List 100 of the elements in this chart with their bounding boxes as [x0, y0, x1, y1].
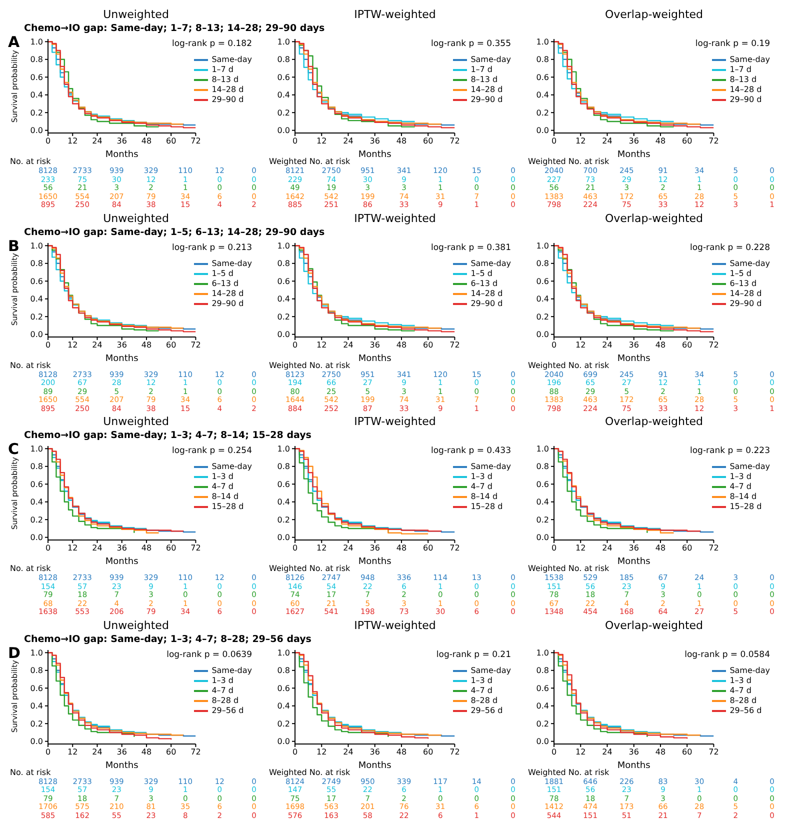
chart-title: IPTW-weighted	[353, 212, 437, 226]
x-tick-label: 60	[422, 136, 434, 146]
x-tick-label: 48	[655, 340, 666, 350]
y-tick-label: 0.0	[536, 533, 549, 542]
legend-label: Same-day	[470, 462, 511, 472]
y-tick-label: 0.4	[30, 498, 43, 507]
x-tick-label: 12	[68, 340, 78, 350]
legend-label: 14–28 d	[212, 85, 244, 95]
x-tick-label: 72	[708, 136, 719, 146]
y-tick-label: 0.6	[536, 480, 549, 489]
legend-label: 1–5 d	[470, 268, 493, 278]
y-tick-label: 0.4	[277, 498, 290, 507]
x-tick-label: 24	[602, 747, 612, 756]
legend-label: Same-day	[730, 462, 770, 472]
legend-label: 4–7 d	[470, 482, 493, 492]
x-tick-label: 60	[422, 747, 434, 756]
legend-label: 4–7 d	[730, 482, 752, 492]
y-tick-label: 0.6	[30, 276, 43, 286]
x-tick-label: 60	[682, 747, 692, 756]
y-tick-label: 0.6	[277, 683, 290, 692]
x-tick-label: 72	[190, 136, 201, 146]
y-tick-label: 0.2	[30, 718, 43, 728]
x-tick-label: 24	[602, 544, 612, 553]
x-tick-label: 48	[396, 747, 407, 756]
legend-label: 6–13 d	[470, 278, 498, 288]
text: B	[8, 236, 20, 254]
y-tick-label: 0.0	[30, 736, 43, 746]
x-tick-label: 72	[450, 136, 460, 146]
annotation: log-rank p = 0.19	[695, 39, 770, 49]
legend-label: 8–13 d	[212, 75, 239, 85]
x-tick-label: 48	[655, 136, 666, 146]
y-tick-label: 0.6	[277, 480, 290, 489]
text: Weighted No. at risk	[528, 768, 610, 776]
x-tick-label: 72	[450, 747, 460, 756]
chart-title: Unweighted	[102, 8, 170, 22]
chart-title: Overlap-weighted	[604, 415, 704, 429]
y-tick-label: 0.0	[277, 533, 290, 542]
y-tick-label: 0.6	[277, 276, 290, 286]
y-tick-label: 0.6	[30, 480, 43, 489]
x-tick-label: 24	[92, 544, 102, 553]
x-tick-label: 48	[396, 340, 407, 350]
x-tick-label: 72	[190, 544, 201, 553]
chart-subtitle: Chemo→IO gap: Same-day; 1–3; 4–7; 8–14; 15–28 days	[24, 430, 312, 441]
legend-label: 8–14 d	[212, 492, 239, 502]
text: Weighted No. at risk	[269, 768, 350, 776]
legend-label: Same-day	[730, 55, 770, 65]
chart-subtitle: Chemo→IO gap: Same-day; 1–5; 6–13; 14–28; 29–90 days	[24, 226, 325, 238]
y-tick-label: 0.4	[30, 90, 43, 100]
y-tick-label: 0.2	[536, 515, 549, 524]
x-axis-title: Months	[617, 557, 651, 567]
x-tick-label: 0	[45, 340, 51, 350]
chart-title: Unweighted	[102, 212, 170, 226]
y-tick-label: 0.0	[536, 126, 549, 136]
y-tick-label: 0.4	[277, 90, 290, 100]
y-tick-label: 0.0	[277, 330, 290, 339]
y-tick-label: 0.2	[536, 718, 549, 728]
chart-title: Overlap-weighted	[604, 212, 704, 226]
legend-label: 8–28 d	[212, 696, 239, 706]
legend-label: Same-day	[212, 666, 252, 676]
x-tick-label: 60	[422, 340, 434, 350]
text: No. at risk	[10, 360, 51, 370]
text: Weighted No. at risk	[528, 157, 610, 166]
y-tick-label: 1.0	[277, 241, 290, 250]
x-tick-label: 60	[166, 544, 176, 553]
annotation: log-rank p = 0.381	[431, 242, 511, 252]
annotation: log-rank p = 0.213	[172, 242, 252, 252]
x-tick-label: 60	[166, 747, 176, 756]
y-tick-label: 0.0	[277, 736, 290, 746]
text: Weighted No. at risk	[269, 157, 350, 166]
x-axis-title: Months	[617, 760, 651, 770]
x-tick-label: 48	[141, 136, 152, 146]
x-tick-label: 12	[316, 544, 327, 553]
y-tick-label: 0.4	[536, 701, 549, 710]
legend-label: Same-day	[212, 462, 252, 472]
x-tick-label: 60	[166, 340, 176, 350]
y-tick-label: 0.8	[30, 666, 43, 675]
y-tick-label: 1.0	[536, 444, 549, 454]
y-tick-label: 0.4	[536, 90, 549, 100]
x-tick-label: 24	[92, 340, 102, 350]
legend-label: Same-day	[730, 258, 770, 268]
y-tick-label: 1.0	[277, 38, 290, 46]
annotation: log-rank p = 0.433	[431, 446, 511, 456]
x-tick-label: 0	[45, 544, 51, 553]
y-tick-label: 1.0	[277, 444, 290, 454]
x-tick-label: 60	[422, 544, 434, 553]
legend-label: Same-day	[212, 258, 252, 268]
y-tick-label: 0.4	[277, 294, 290, 304]
y-tick-label: 0.4	[30, 294, 43, 304]
text: A	[8, 33, 20, 51]
x-tick-label: 12	[68, 544, 78, 553]
legend-label: 8–13 d	[730, 75, 757, 85]
x-tick-label: 24	[92, 136, 102, 146]
legend-label: 15–28 d	[730, 502, 762, 512]
x-axis-title: Months	[105, 354, 139, 364]
legend-label: 1–7 d	[470, 65, 493, 75]
legend-label: 1–3 d	[730, 472, 752, 482]
x-tick-label: 24	[602, 340, 612, 350]
x-tick-label: 36	[116, 544, 127, 553]
y-tick-label: 0.6	[30, 72, 43, 82]
x-axis-title: Months	[358, 557, 392, 567]
